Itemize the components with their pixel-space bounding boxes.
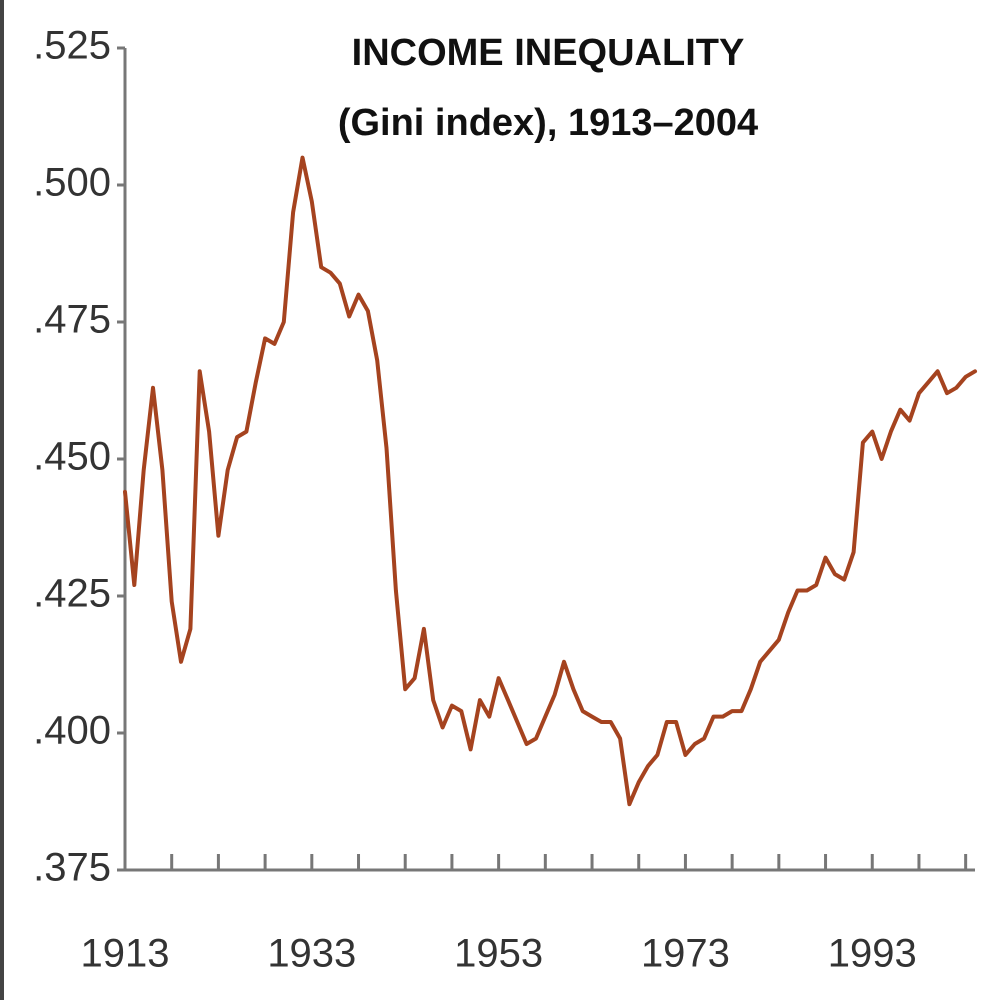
x-tick-label: 1913 <box>81 932 170 976</box>
x-tick-label: 1993 <box>828 932 917 976</box>
y-tick-label: .375 <box>33 846 111 890</box>
y-tick-label: .425 <box>33 572 111 616</box>
y-tick-label: .525 <box>33 24 111 68</box>
x-tick-label: 1953 <box>454 932 543 976</box>
y-tick-label: .500 <box>33 161 111 205</box>
y-tick-label: .400 <box>33 709 111 753</box>
y-tick-label: .450 <box>33 435 111 479</box>
chart-title: INCOME INEQUALITY <box>352 32 745 74</box>
x-tick-label: 1933 <box>267 932 356 976</box>
y-tick-label: .475 <box>33 298 111 342</box>
data-line <box>123 155 977 807</box>
x-tick-label: 1973 <box>641 932 730 976</box>
chart-subtitle: (Gini index), 1913–2004 <box>338 102 758 144</box>
